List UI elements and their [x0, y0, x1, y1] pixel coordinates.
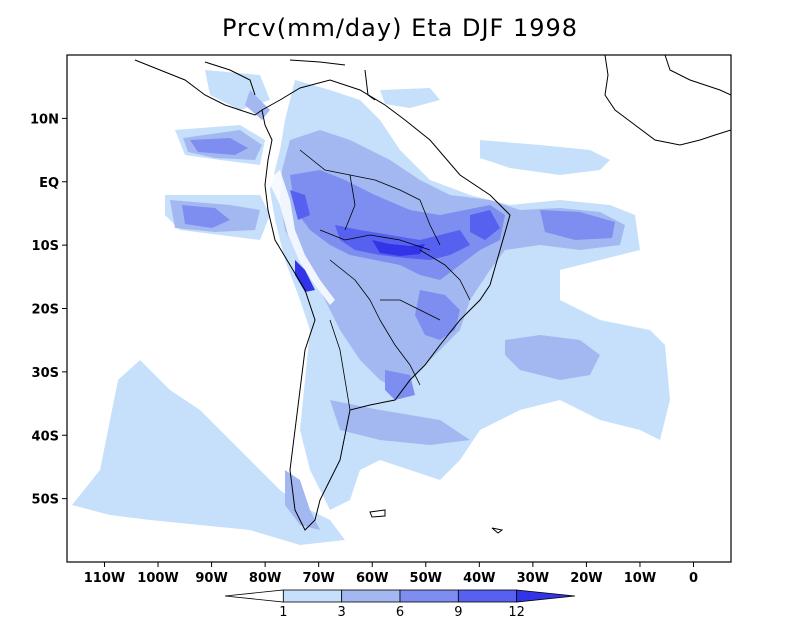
latitude-axis: 10N EQ 10S 20S 30S 40S 50S: [30, 112, 67, 508]
lat-tick-label: 50S: [32, 493, 59, 508]
lon-tick-label: 40W: [463, 571, 495, 586]
colorbar-level-label: 1: [279, 605, 287, 618]
lon-tick-label: 50W: [410, 571, 442, 586]
lon-tick-label: 100W: [137, 571, 178, 586]
country-borders: [299, 149, 471, 411]
map-title: Prcv(mm/day) Eta DJF 1998: [221, 14, 579, 42]
colorbar-swatch: [516, 589, 576, 603]
lon-tick-label: 110W: [84, 571, 125, 586]
lat-tick-label: 10S: [32, 239, 59, 254]
precipitation-field: [72, 70, 670, 545]
lon-tick-label: 30W: [517, 571, 549, 586]
coastlines: [134, 55, 731, 534]
lon-tick-label: 60W: [356, 571, 388, 586]
lat-tick-label: 30S: [32, 366, 59, 381]
lon-tick-label: 10W: [624, 571, 656, 586]
colorbar-swatch: [399, 589, 459, 603]
lat-tick-label: 10N: [30, 112, 59, 127]
lon-tick-label: 80W: [249, 571, 281, 586]
colorbar-swatch: [224, 589, 284, 603]
lon-tick-label: 0: [689, 571, 698, 586]
colorbar-level-label: 6: [396, 605, 404, 618]
colorbar-swatch: [282, 589, 343, 603]
colorbar-level-label: 12: [508, 605, 525, 618]
longitude-axis: 110W 100W 90W 80W 70W 60W 50W 40W 30W 20W 10W 0: [84, 562, 698, 586]
lat-tick-label: 20S: [32, 303, 59, 318]
lat-tick-label: 40S: [32, 429, 59, 444]
colorbar-level-label: 3: [338, 605, 346, 618]
colorbar: 1 3 6 9 12: [224, 589, 576, 618]
colorbar-swatch: [457, 589, 518, 603]
colorbar-swatch: [341, 589, 401, 603]
lon-tick-label: 70W: [302, 571, 334, 586]
colorbar-level-label: 9: [454, 605, 462, 618]
lon-tick-label: 20W: [570, 571, 602, 586]
lon-tick-label: 90W: [195, 571, 227, 586]
lat-tick-label: EQ: [39, 176, 59, 191]
